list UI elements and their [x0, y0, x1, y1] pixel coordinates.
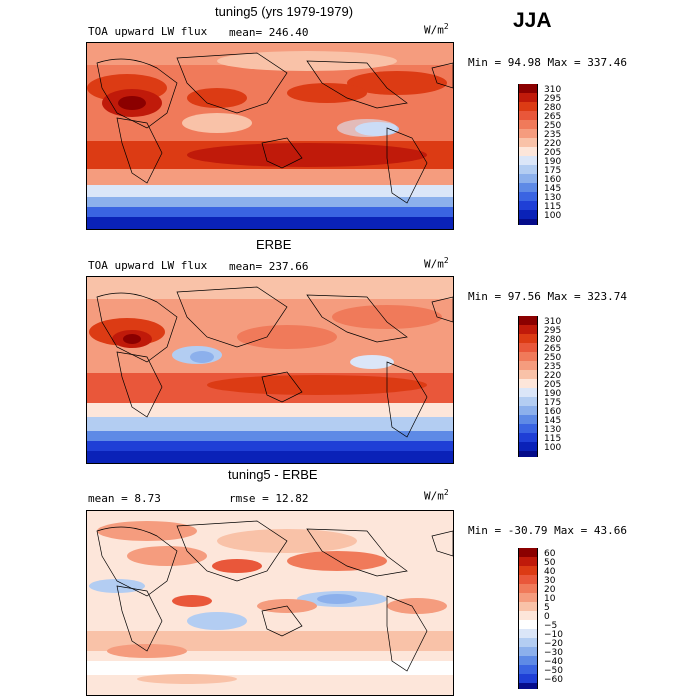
colorbar-label: 160 — [544, 175, 562, 185]
colorbar-label: 190 — [544, 157, 562, 167]
colorbar-label: 10 — [544, 594, 556, 604]
panel-3-mean: mean = 8.73 — [88, 492, 161, 505]
colorbar-label: 280 — [544, 335, 562, 345]
colorbar-label: 280 — [544, 103, 562, 113]
panel-2-title: ERBE — [256, 237, 292, 252]
colorbar-label: 115 — [544, 202, 562, 212]
colorbar-label: 310 — [544, 317, 562, 327]
colorbar-label: 175 — [544, 398, 562, 408]
colorbar-label: 60 — [544, 549, 556, 559]
colorbar-label: 30 — [544, 576, 556, 586]
colorbar-label: 235 — [544, 362, 562, 372]
colorbar-label: 100 — [544, 443, 562, 453]
panel-2-minmax: Min = 97.56 Max = 323.74 — [468, 290, 627, 303]
colorbar-label: 265 — [544, 112, 562, 122]
colorbar-label: −50 — [544, 666, 563, 676]
colorbar-label: −5 — [544, 621, 558, 631]
colorbar-label: −10 — [544, 630, 563, 640]
colorbar-label: 50 — [544, 558, 556, 568]
panel-1-map — [86, 42, 454, 230]
panel-1-units: W/m2 — [424, 22, 449, 37]
colorbar-swatch — [518, 683, 538, 689]
panel-2-variable: TOA upward LW flux — [88, 259, 208, 272]
panel-2-mean: mean= 237.66 — [229, 260, 309, 273]
colorbar-label: 295 — [544, 326, 562, 336]
panel-2-map — [86, 276, 454, 464]
colorbar-label: 265 — [544, 344, 562, 354]
colorbar-label: 220 — [544, 371, 562, 381]
panel-3-title: tuning5 - ERBE — [228, 467, 318, 482]
colorbar-label: 235 — [544, 130, 562, 140]
panel-1-mean: mean= 246.40 — [229, 26, 309, 39]
colorbar-label: 190 — [544, 389, 562, 399]
colorbar-label: 175 — [544, 166, 562, 176]
panel-1-variable: TOA upward LW flux — [88, 25, 208, 38]
colorbar-label: −20 — [544, 639, 563, 649]
colorbar-label: 0 — [544, 612, 550, 622]
colorbar-label: 220 — [544, 139, 562, 149]
colorbar-label: 5 — [544, 603, 550, 613]
colorbar-label: 130 — [544, 193, 562, 203]
colorbar-label: −30 — [544, 648, 563, 658]
colorbar-label: 115 — [544, 434, 562, 444]
colorbar-label: 100 — [544, 211, 562, 221]
colorbar-label: 130 — [544, 425, 562, 435]
panel-2-units: W/m2 — [424, 256, 449, 271]
colorbar-label: −40 — [544, 657, 563, 667]
panel-1-title: tuning5 (yrs 1979-1979) — [215, 4, 354, 19]
panel-3-rmse: rmse = 12.82 — [229, 492, 309, 505]
panel-3-map — [86, 510, 454, 696]
colorbar-swatch — [518, 451, 538, 457]
colorbar-label: 295 — [544, 94, 562, 104]
colorbar-label: −60 — [544, 675, 563, 685]
colorbar-label: 310 — [544, 85, 562, 95]
colorbar-label: 205 — [544, 380, 562, 390]
colorbar-label: 160 — [544, 407, 562, 417]
colorbar-label: 250 — [544, 121, 562, 131]
panel-1-minmax: Min = 94.98 Max = 337.46 — [468, 56, 627, 69]
season-label: JJA — [513, 9, 552, 32]
panel-3-units: W/m2 — [424, 488, 449, 503]
colorbar-label: 20 — [544, 585, 556, 595]
panel-3-minmax: Min = -30.79 Max = 43.66 — [468, 524, 627, 537]
colorbar-swatch — [518, 219, 538, 225]
colorbar-label: 250 — [544, 353, 562, 363]
colorbar-label: 145 — [544, 416, 562, 426]
colorbar-label: 205 — [544, 148, 562, 158]
colorbar-label: 40 — [544, 567, 556, 577]
colorbar-label: 145 — [544, 184, 562, 194]
